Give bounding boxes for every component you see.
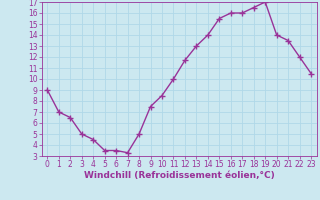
- X-axis label: Windchill (Refroidissement éolien,°C): Windchill (Refroidissement éolien,°C): [84, 171, 275, 180]
